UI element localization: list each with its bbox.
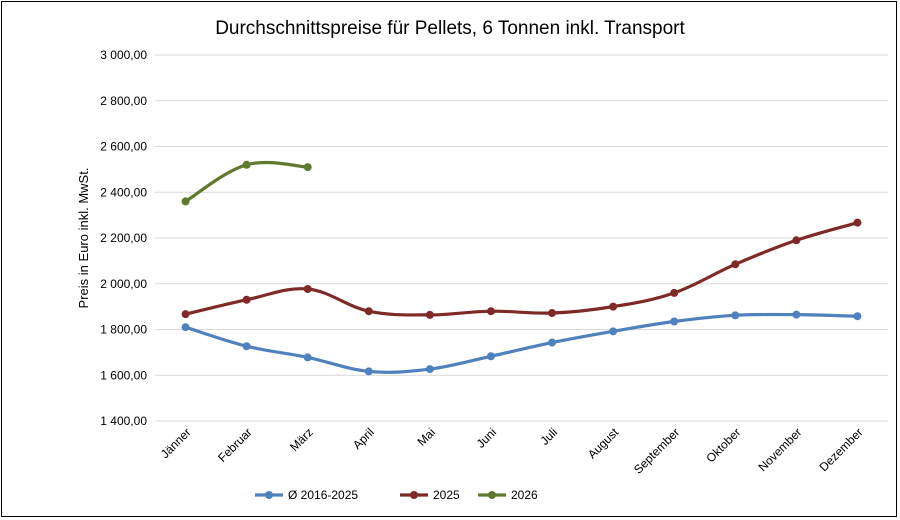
legend-label: Ø 2016-2025 — [288, 488, 358, 502]
y-tick-label: 2 600,00 — [100, 140, 147, 154]
x-tick-label: Juni — [474, 425, 499, 450]
legend-item: Ø 2016-2025 — [255, 488, 358, 502]
x-tick-label: Oktober — [703, 425, 743, 465]
series-line — [183, 312, 860, 374]
y-tick-labels: 1 400,00 1 600,00 1 800,00 2 000,00 2 200,00… — [100, 48, 147, 428]
x-tick-label: Jänner — [158, 425, 194, 461]
data-point — [670, 317, 679, 326]
series--2016-2025 — [181, 310, 862, 376]
y-tick-label: 2 800,00 — [100, 94, 147, 108]
data-point — [853, 312, 862, 321]
data-point — [181, 310, 190, 319]
legend-swatch-marker — [265, 491, 273, 499]
data-point — [364, 367, 373, 376]
legend-swatch-marker — [488, 491, 496, 499]
data-point — [364, 307, 373, 316]
data-point — [181, 323, 190, 332]
data-point — [181, 197, 190, 206]
y-tick-label: 2 400,00 — [100, 185, 147, 199]
legend-label: 2026 — [511, 488, 538, 502]
data-point — [670, 288, 679, 297]
y-tick-label: 1 600,00 — [100, 368, 147, 382]
data-point — [303, 163, 312, 172]
data-point — [792, 310, 801, 319]
data-point — [548, 309, 557, 318]
data-point — [609, 302, 618, 311]
data-point — [303, 353, 312, 362]
data-point — [303, 285, 312, 294]
y-tick-label: 1 400,00 — [100, 414, 147, 428]
x-tick-label: September — [631, 425, 682, 476]
x-tick-label: November — [755, 425, 804, 474]
legend-item: 2025 — [400, 488, 460, 502]
y-tick-label: 2 200,00 — [100, 231, 147, 245]
y-tick-label: 1 800,00 — [100, 323, 147, 337]
x-tick-label: August — [585, 425, 622, 462]
data-point — [853, 218, 862, 227]
data-point — [242, 295, 251, 304]
x-tick-label: April — [350, 425, 377, 452]
data-point — [242, 342, 251, 351]
chart-title: Durchschnittspreise für Pellets, 6 Tonne… — [215, 18, 685, 39]
data-point — [486, 352, 495, 361]
legend-swatch-marker — [410, 491, 418, 499]
gridlines — [155, 54, 888, 422]
data-point — [609, 327, 618, 336]
y-tick-label: 3 000,00 — [100, 48, 147, 62]
data-point — [731, 311, 740, 320]
legend-item: 2026 — [478, 488, 538, 502]
data-point — [425, 310, 434, 319]
x-tick-label: Mai — [414, 425, 438, 449]
data-point — [242, 160, 251, 169]
x-tick-label: März — [287, 425, 316, 454]
x-tick-label: Dezember — [817, 425, 866, 474]
legend-label: 2025 — [433, 488, 460, 502]
data-point — [425, 365, 434, 374]
series-2025 — [181, 218, 862, 319]
y-tick-label: 2 000,00 — [100, 277, 147, 291]
legend: Ø 2016-2025 2025 2026 — [255, 488, 538, 502]
series-layer — [181, 160, 862, 376]
x-tick-labels: Jänner Februar März April Mai Juni Juli August S… — [158, 425, 866, 477]
y-axis-label: Preis in Euro inkl. MwSt. — [76, 168, 91, 309]
series-line — [183, 221, 860, 317]
series-2026 — [181, 160, 312, 206]
data-point — [548, 338, 557, 347]
data-point — [731, 260, 740, 269]
x-tick-label: Februar — [215, 425, 255, 465]
data-point — [486, 307, 495, 316]
data-point — [792, 236, 801, 245]
x-tick-label: Juli — [538, 425, 561, 448]
